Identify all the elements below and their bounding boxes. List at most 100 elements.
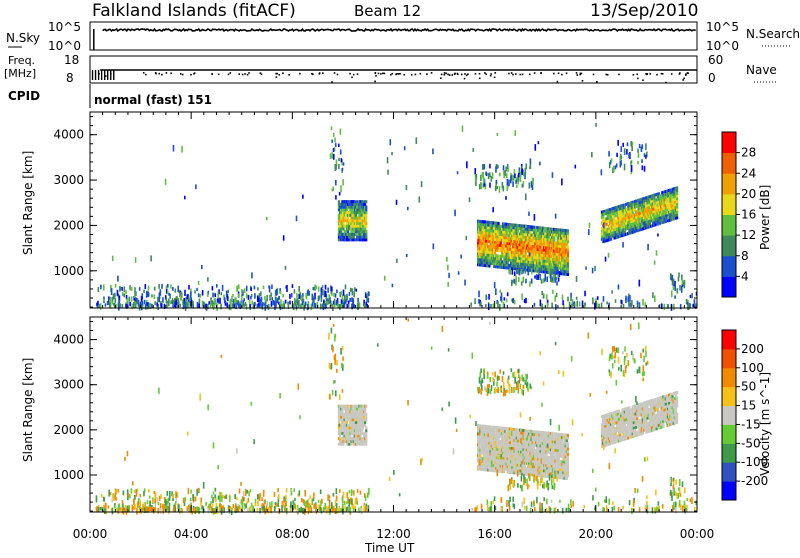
velocity-cell: [567, 469, 569, 472]
power-cell: [314, 293, 316, 300]
power-cell: [233, 299, 235, 304]
power-cell: [512, 229, 514, 232]
power-cell: [339, 225, 341, 228]
power-colorbar-swatch: [722, 132, 736, 153]
power-cell: [676, 197, 678, 200]
power-cell: [505, 236, 507, 239]
power-cell: [470, 302, 472, 306]
power-cell: [552, 247, 554, 250]
velocity-cell: [567, 453, 569, 456]
power-cell: [148, 286, 150, 291]
power-cell: [671, 277, 673, 280]
power-cell: [662, 213, 664, 216]
power-cell: [508, 270, 510, 274]
nave-dot: [671, 73, 673, 75]
power-cell: [488, 173, 490, 179]
power-cell: [133, 302, 135, 308]
power-cell: [641, 144, 643, 149]
nave-dot: [490, 73, 492, 75]
nave-dot: [633, 74, 635, 76]
power-cell: [342, 208, 344, 211]
velocity-cell: [551, 432, 553, 435]
power-cell: [529, 281, 531, 287]
velocity-cell: [528, 457, 530, 460]
power-cell: [501, 293, 503, 300]
power-cell: [148, 291, 150, 297]
power-cell: [355, 227, 357, 230]
power-cell: [352, 302, 354, 308]
power-cell: [433, 244, 435, 250]
power-cell: [567, 246, 569, 249]
velocity-cell: [524, 435, 526, 438]
power-cell: [348, 219, 350, 222]
power-cell: [550, 278, 552, 282]
nave-dot: [649, 73, 651, 75]
power-cell: [567, 257, 569, 260]
velocity-cell: [520, 434, 522, 437]
power-cell: [458, 271, 460, 275]
power-cell: [534, 214, 536, 221]
ytick-label: 3000: [53, 173, 84, 187]
power-cell: [407, 207, 409, 210]
power-cell: [218, 291, 220, 294]
power-cell: [448, 273, 450, 278]
power-cell: [579, 301, 581, 306]
power-cell: [131, 287, 133, 291]
velocity-heatmap: [96, 319, 697, 515]
power-cell: [503, 165, 505, 170]
nave-dot: [382, 72, 384, 74]
power-cell: [642, 165, 644, 170]
power-cell: [680, 304, 682, 309]
nave-dot: [479, 78, 481, 80]
power-cell: [533, 247, 535, 250]
power-cell: [495, 288, 497, 295]
power-cell: [638, 153, 640, 158]
power-cell: [416, 137, 418, 144]
power-cell: [665, 198, 667, 201]
power-cell: [561, 178, 563, 185]
power-cell: [346, 222, 348, 225]
power-cell: [561, 261, 563, 264]
velocity-cell: [364, 421, 366, 424]
power-cell: [268, 304, 270, 310]
velocity-cell: [486, 466, 488, 469]
power-cell: [341, 158, 343, 162]
power-cell: [525, 193, 527, 200]
power-cell: [237, 285, 239, 291]
power-cell: [488, 235, 490, 238]
power-cell: [482, 172, 484, 178]
power-colorbar-swatch: [722, 235, 736, 256]
power-cell: [653, 196, 655, 199]
power-cell: [328, 298, 330, 304]
power-cell: [165, 179, 167, 185]
velocity-cell: [511, 428, 513, 431]
power-cell: [546, 246, 548, 249]
power-cell: [518, 173, 520, 177]
power-cell: [531, 268, 533, 275]
power-cell: [494, 282, 496, 288]
velocity-cell: [558, 457, 560, 460]
power-cell: [314, 285, 316, 291]
power-cell: [343, 302, 345, 307]
power-cell: [285, 300, 287, 304]
velocity-cell: [567, 464, 569, 467]
velocity-cell: [534, 444, 536, 447]
power-cell: [506, 253, 508, 260]
power-cell: [210, 302, 212, 307]
power-cell: [349, 203, 351, 206]
power-cell: [565, 251, 567, 254]
power-cell: [243, 304, 245, 307]
power-cell: [491, 262, 493, 265]
velocity-cell: [352, 429, 354, 432]
power-cell: [327, 288, 329, 293]
velocity-cell: [349, 435, 351, 438]
power-cell: [464, 280, 466, 286]
velocity-cell: [338, 410, 340, 413]
power-cell: [214, 293, 216, 297]
power-cell: [523, 277, 525, 283]
power-cell: [510, 226, 512, 229]
power-cell: [622, 143, 624, 147]
power-cell: [558, 245, 560, 248]
velocity-cell: [511, 455, 513, 458]
power-cell: [663, 304, 665, 310]
